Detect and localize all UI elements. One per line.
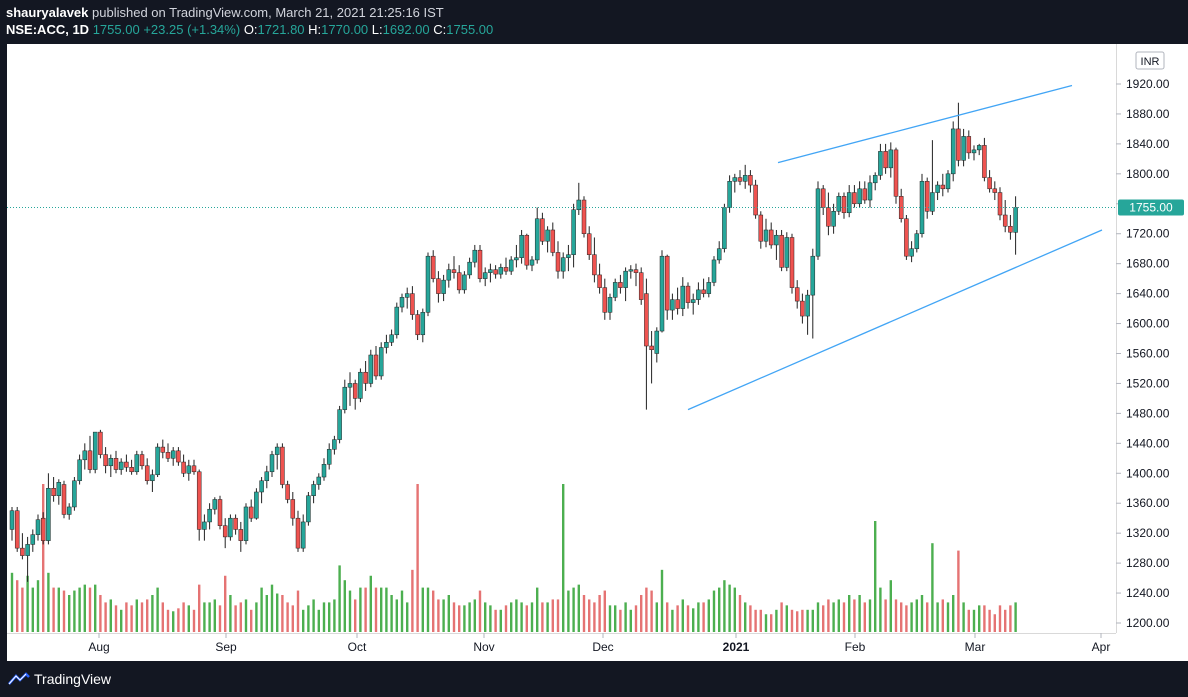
change-value: +23.25 (+1.34%)	[143, 22, 241, 37]
high-value: 1770.00	[321, 22, 369, 37]
high-label: H:	[308, 22, 322, 37]
close-label: C:	[433, 22, 447, 37]
time-axis[interactable]	[7, 633, 1116, 662]
publish-line: shauryalavek published on TradingView.co…	[6, 5, 444, 20]
symbol-label: NSE:ACC, 1D	[6, 22, 90, 37]
chart-pane[interactable]	[7, 44, 1116, 633]
quote-line: NSE:ACC, 1D 1755.00 +23.25 (+1.34%) O:17…	[6, 22, 493, 37]
open-label: O:	[243, 22, 258, 37]
author-name[interactable]: shauryalavek	[6, 5, 89, 20]
footer-bar: TradingView	[0, 661, 1188, 697]
price-axis[interactable]	[1116, 44, 1188, 633]
tradingview-logo-icon[interactable]	[8, 672, 30, 686]
brand-label[interactable]: TradingView	[34, 671, 112, 687]
publish-info: published on TradingView.com, March 21, …	[92, 5, 444, 20]
last-price: 1755.00	[92, 22, 140, 37]
header-bar: shauryalavek published on TradingView.co…	[0, 0, 1188, 42]
open-value: 1721.80	[257, 22, 305, 37]
low-value: 1692.00	[382, 22, 430, 37]
low-label: L:	[371, 22, 383, 37]
axis-corner	[1116, 633, 1188, 661]
close-value: 1755.00	[446, 22, 494, 37]
